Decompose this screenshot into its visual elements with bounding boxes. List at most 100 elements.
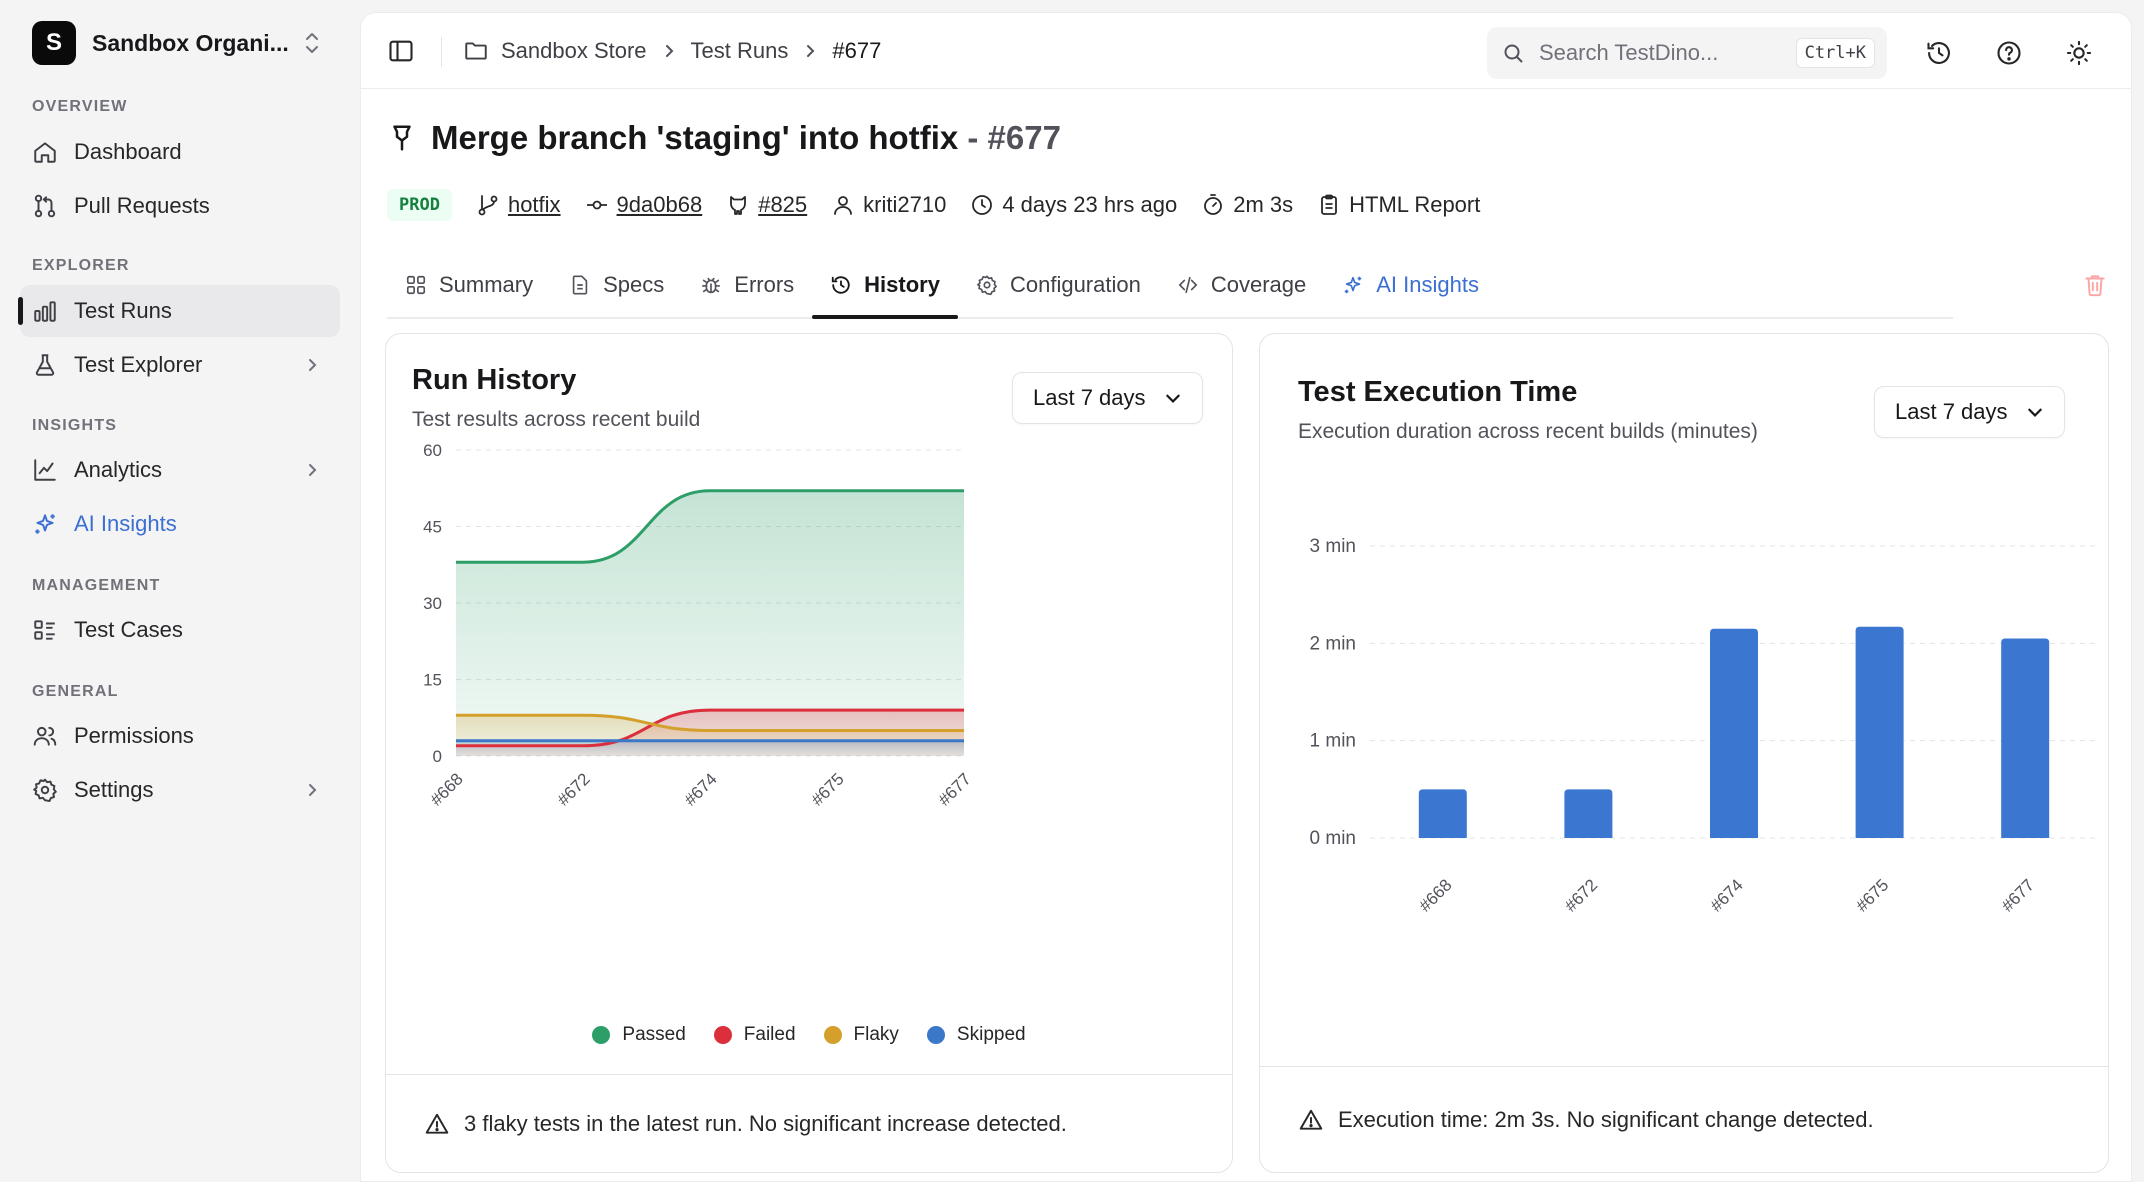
html-report-link[interactable]: HTML Report — [1317, 192, 1480, 218]
range-value: Last 7 days — [1033, 385, 1146, 410]
chevron-right-icon — [807, 45, 815, 57]
bar — [1418, 789, 1467, 838]
tab-ai-insights[interactable]: AI Insights — [1324, 253, 1497, 317]
series-line-flaky — [456, 713, 964, 732]
sidebar-item-label: Permissions — [74, 723, 194, 748]
org-name: Sandbox Organi... — [92, 29, 289, 56]
sidebar-item-pull-requests[interactable]: Pull Requests — [20, 180, 340, 232]
chevron-down-icon — [1165, 394, 1180, 403]
folder-icon — [465, 42, 487, 60]
exec-time-chart: 0 min 1 min 2 min 3 min #668 #672 #674 #675 #677 — [1310, 536, 2098, 916]
history-icon[interactable] — [1925, 39, 1953, 67]
bar — [1855, 626, 1904, 838]
bar — [1564, 789, 1613, 838]
exec-time-footer: Execution time: 2m 3s. No significant ch… — [1260, 1066, 2108, 1172]
git-pull-request-icon — [34, 194, 56, 218]
y-tick-label: 30 — [423, 594, 442, 613]
section-general: GENERAL — [32, 683, 119, 700]
page-title: Merge branch 'staging' into hotfix - #67… — [431, 119, 1061, 157]
breadcrumb-test-runs[interactable]: Test Runs — [690, 38, 789, 63]
clipboard-icon — [1321, 194, 1338, 215]
sidebar-item-analytics[interactable]: Analytics — [20, 444, 340, 496]
search-placeholder: Search TestDino... — [1539, 40, 1719, 65]
run-history-range-select[interactable]: Last 7 days — [1012, 372, 1203, 424]
y-tick-label: 60 — [423, 441, 442, 460]
grid-icon — [406, 275, 426, 295]
tab-label: Specs — [603, 272, 665, 297]
branch-link[interactable]: hotfix — [476, 192, 561, 218]
search-input[interactable]: Search TestDino... Ctrl+K — [1487, 27, 1887, 79]
sidebar-item-label: Test Cases — [74, 617, 183, 642]
breadcrumb-store[interactable]: Sandbox Store — [501, 38, 647, 63]
y-tick-label: 2 min — [1310, 633, 1356, 654]
run-history-footer-text: 3 flaky tests in the latest run. No sign… — [464, 1110, 1067, 1136]
section-insights: INSIGHTS — [32, 417, 118, 434]
x-tick-label: #668 — [427, 769, 467, 809]
code-icon — [1178, 276, 1197, 294]
run-history-subtitle: Test results across recent build — [412, 408, 701, 431]
sidebar-toggle-icon[interactable] — [387, 37, 415, 65]
exec-time-range-select[interactable]: Last 7 days — [1874, 386, 2065, 438]
tab-label: Configuration — [1009, 272, 1141, 297]
series-area-passed — [456, 490, 964, 756]
chevron-right-icon — [309, 784, 317, 796]
delete-run-button[interactable] — [2069, 259, 2121, 311]
x-tick-label: #672 — [554, 769, 594, 809]
breadcrumb: Sandbox Store Test Runs #677 — [463, 33, 881, 69]
sidebar-item-test-runs[interactable]: Test Runs — [18, 285, 340, 337]
chevrons-up-down-icon — [306, 33, 318, 53]
time-ago: 4 days 23 hrs ago — [1002, 192, 1178, 217]
legend-failed[interactable]: Failed — [713, 1024, 796, 1046]
legend-passed[interactable]: Passed — [592, 1024, 686, 1046]
tab-errors[interactable]: Errors — [682, 253, 812, 317]
search-shortcut: Ctrl+K — [1795, 38, 1875, 68]
pr-link[interactable]: #825 — [726, 192, 807, 218]
sidebar-item-ai-insights[interactable]: AI Insights — [20, 498, 340, 550]
x-tick-label: #675 — [1852, 875, 1892, 915]
legend-flaky[interactable]: Flaky — [823, 1024, 899, 1046]
range-value: Last 7 days — [1895, 399, 2008, 424]
section-overview: OVERVIEW — [32, 98, 128, 115]
env-badge: PROD — [387, 189, 452, 221]
series-line-failed — [455, 708, 964, 748]
sidebar-item-dashboard[interactable]: Dashboard — [20, 126, 340, 178]
sun-icon[interactable] — [2065, 39, 2093, 67]
tab-bar: Summary Specs Errors History Configurati… — [387, 253, 1953, 319]
section-explorer: EXPLORER — [32, 257, 130, 274]
sidebar-item-test-cases[interactable]: Test Cases — [20, 604, 340, 656]
divider — [441, 37, 442, 67]
alert-triangle-icon — [425, 1113, 449, 1134]
chevron-down-icon — [2027, 408, 2042, 417]
org-switcher[interactable]: S Sandbox Organi... — [20, 14, 336, 72]
help-icon[interactable] — [1995, 39, 2023, 67]
sidebar-item-permissions[interactable]: Permissions — [20, 710, 340, 762]
legend-skipped[interactable]: Skipped — [926, 1024, 1026, 1046]
user-icon — [834, 196, 853, 215]
alert-triangle-icon — [1299, 1109, 1323, 1130]
sidebar-item-test-explorer[interactable]: Test Explorer — [20, 339, 340, 391]
sparkles-icon — [35, 514, 55, 534]
run-title-separator: - — [958, 119, 988, 156]
branch-name: hotfix — [507, 192, 561, 217]
y-tick-label: 0 min — [1310, 828, 1356, 849]
file-text-icon — [572, 275, 588, 295]
tab-summary[interactable]: Summary — [387, 253, 551, 317]
sidebar-item-settings[interactable]: Settings — [20, 764, 340, 816]
y-tick-label: 45 — [423, 518, 442, 537]
section-management: MANAGEMENT — [32, 577, 161, 594]
run-history-footer: 3 flaky tests in the latest run. No sign… — [386, 1074, 1232, 1172]
bar-chart-icon — [34, 301, 56, 322]
tab-coverage[interactable]: Coverage — [1159, 253, 1324, 317]
commit-link[interactable]: 9da0b68 — [585, 192, 702, 218]
legend-label: Skipped — [956, 1024, 1026, 1045]
y-tick-label: 3 min — [1310, 536, 1356, 557]
tab-history[interactable]: History — [812, 253, 958, 319]
exec-time-card: Test Execution Time Execution duration a… — [1259, 333, 2109, 1173]
html-report-label: HTML Report — [1349, 192, 1481, 217]
tab-specs[interactable]: Specs — [551, 253, 682, 317]
main-panel: Sandbox Store Test Runs #677 Search Test… — [360, 12, 2132, 1182]
x-tick-label: #675 — [808, 769, 848, 809]
search-icon — [1504, 44, 1523, 63]
legend-swatch — [592, 1026, 611, 1044]
tab-configuration[interactable]: Configuration — [958, 253, 1159, 317]
